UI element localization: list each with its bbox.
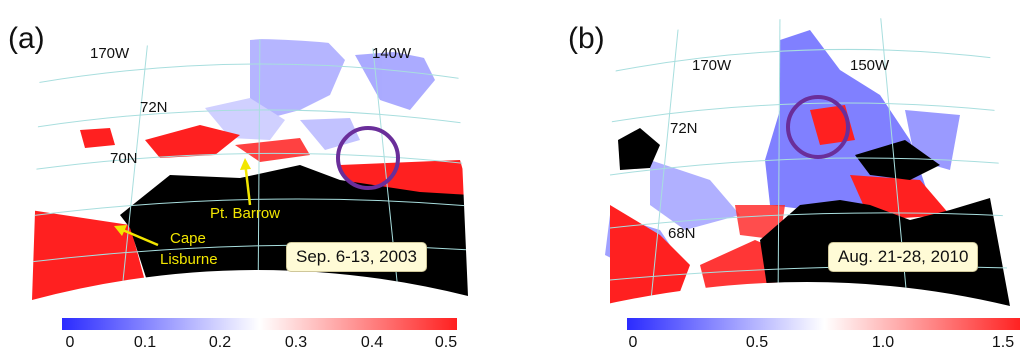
colorbar-b-tick: 0 xyxy=(628,334,638,351)
date-box-a: Sep. 6-13, 2003 xyxy=(286,242,427,272)
colorbar-b-tick: 0.5 xyxy=(745,334,769,351)
lon-label-b-2: 150W xyxy=(850,57,890,74)
colorbar-a xyxy=(62,318,457,330)
lat-label-a-1: 72N xyxy=(140,99,168,116)
highlight-circle-a xyxy=(336,126,400,190)
place-cape: Cape xyxy=(170,230,206,247)
panel-a-label: (a) xyxy=(8,22,45,55)
lon-label-a-1: 170W xyxy=(90,45,130,62)
date-box-b: Aug. 21-28, 2010 xyxy=(828,242,979,272)
map-panel-b: (b) xyxy=(510,0,1020,354)
colorbar-a-tick: 0.3 xyxy=(284,334,308,351)
panel-b-label: (b) xyxy=(568,22,605,55)
arrow-head-barrow xyxy=(240,158,251,170)
colorbar-a-tick: 0.2 xyxy=(208,334,232,351)
arrow-head-lisburne xyxy=(114,225,127,236)
chlorophyll-red-a xyxy=(32,125,468,300)
colorbar-a-tick: 0.1 xyxy=(133,334,157,351)
lon-label-a-2: 140W xyxy=(372,45,412,62)
lat-label-b-2: 68N xyxy=(668,225,696,242)
highlight-circle-b xyxy=(786,95,850,159)
place-lisburne: Lisburne xyxy=(160,251,218,268)
map-b: 170W 150W 72N 68N xyxy=(598,17,1010,306)
lon-label-b-1: 170W xyxy=(692,57,732,74)
colorbar-b-tick: 1.0 xyxy=(871,334,895,351)
map-panel-a: (a) xyxy=(8,22,468,351)
colorbar-b xyxy=(627,318,1020,330)
land-b-west xyxy=(618,128,660,170)
colorbar-a-tick: 0.5 xyxy=(434,334,458,351)
place-pt-barrow: Pt. Barrow xyxy=(210,205,280,222)
colorbar-a-tick: 0.4 xyxy=(360,334,384,351)
colorbar-a-tick: 0 xyxy=(65,334,75,351)
colorbar-b-tick: 1.5 xyxy=(991,334,1015,351)
map-a: 170W 140W 72N 70N Pt. Barrow Cape Lisbur… xyxy=(32,39,468,300)
land-b-2 xyxy=(855,140,940,180)
lat-label-a-2: 70N xyxy=(110,150,138,167)
lat-label-b-1: 72N xyxy=(670,120,698,137)
